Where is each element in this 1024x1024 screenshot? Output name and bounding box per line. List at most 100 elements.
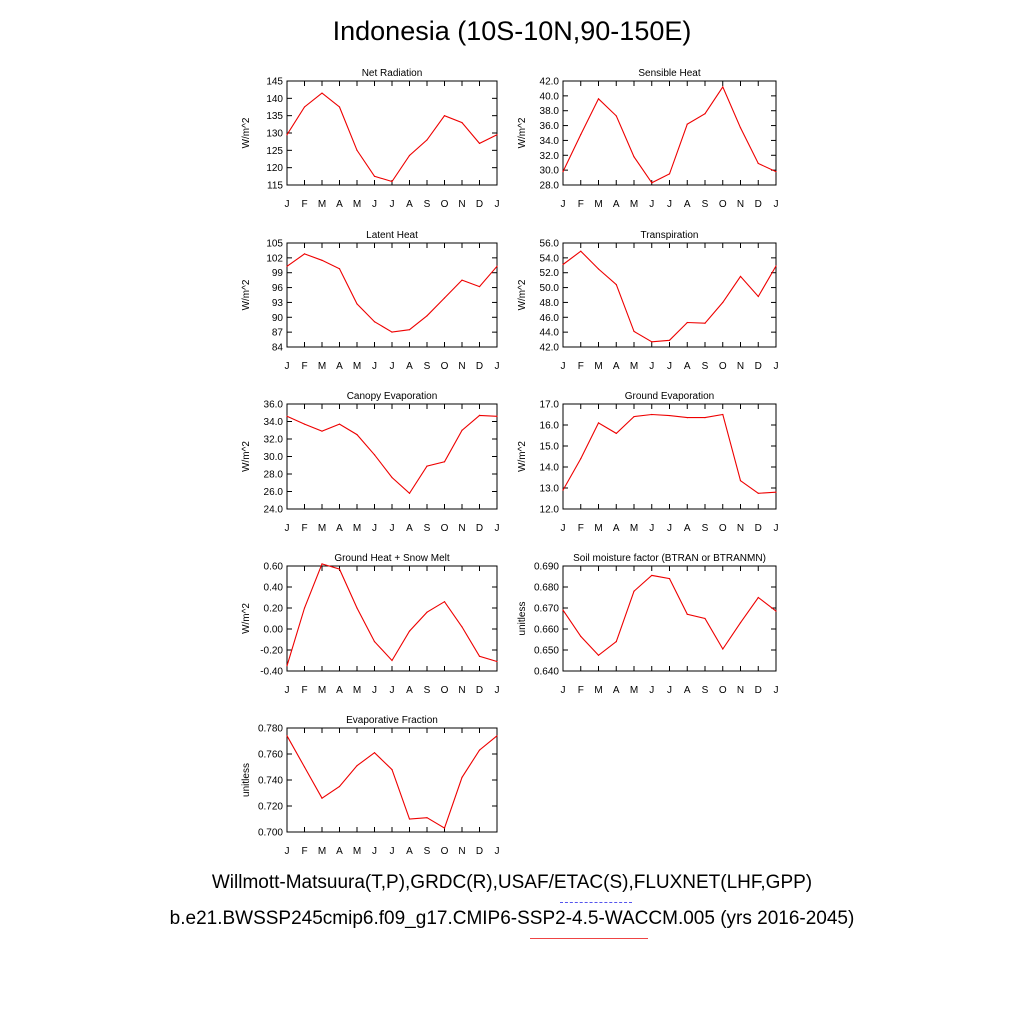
x-tick-label: A (684, 523, 691, 534)
data-point (373, 454, 376, 456)
y-axis-label: W/m^2 (517, 441, 528, 472)
y-tick-label: 16.0 (540, 421, 560, 432)
data-point (668, 339, 671, 341)
x-tick-label: J (390, 199, 395, 210)
data-point (478, 142, 481, 144)
data-point (580, 250, 582, 252)
data-point (562, 489, 564, 491)
y-tick-label: 96 (272, 283, 284, 294)
x-tick-label: J (649, 361, 654, 372)
y-tick-label: 36.0 (540, 121, 560, 132)
y-tick-label: 38.0 (540, 106, 560, 117)
x-tick-label: D (476, 523, 483, 534)
plot-frame (562, 403, 777, 510)
data-point (757, 596, 759, 599)
legend-model-swatch (530, 938, 648, 939)
panel-title: Transpiration (641, 230, 699, 241)
y-tick-label: 17.0 (540, 400, 560, 411)
y-tick-label: 0.740 (258, 776, 283, 787)
data-point (391, 180, 393, 183)
y-tick-label: 115 (267, 181, 283, 192)
x-tick-label: J (390, 846, 395, 857)
x-tick-label: O (441, 199, 449, 210)
x-tick-label: S (424, 199, 431, 210)
plot-frame (286, 565, 498, 672)
x-tick-label: N (737, 523, 744, 534)
data-point (338, 785, 341, 788)
y-tick-label: 0.760 (258, 750, 283, 761)
y-axis-label: W/m^2 (517, 279, 528, 310)
page-title: Indonesia (10S-10N,90-150E) (332, 16, 692, 46)
x-tick-label: J (561, 199, 566, 210)
data-point (338, 568, 341, 570)
x-tick-label: O (719, 361, 727, 372)
data-point (775, 491, 777, 493)
x-tick-label: J (667, 685, 672, 696)
data-point (668, 414, 671, 417)
x-tick-label: N (737, 199, 744, 210)
y-tick-label: 54.0 (540, 253, 560, 264)
data-point (739, 275, 742, 278)
data-point (496, 265, 498, 267)
panel-title: Sensible Heat (638, 68, 700, 79)
y-tick-label: 90 (272, 313, 284, 324)
x-tick-label: D (476, 199, 483, 210)
series-line (562, 250, 777, 343)
y-tick-label: 140 (266, 94, 283, 105)
y-axis-label: unitless (241, 763, 252, 797)
y-tick-label: 0.700 (258, 828, 283, 839)
y-tick-label: 102 (266, 253, 283, 264)
x-tick-label: M (353, 846, 361, 857)
data-point (461, 776, 463, 779)
x-tick-label: J (774, 361, 779, 372)
y-tick-label: 87 (272, 328, 284, 339)
y-tick-label: 44.0 (540, 328, 560, 339)
data-point (408, 329, 411, 331)
y-tick-label: 13.0 (540, 484, 560, 495)
data-point (461, 626, 463, 628)
y-tick-label: 0.720 (258, 802, 283, 813)
y-tick-label: -0.20 (260, 646, 283, 657)
x-tick-label: O (719, 685, 727, 696)
data-point (373, 175, 376, 177)
y-tick-label: 50.0 (540, 283, 560, 294)
y-tick-label: 30.0 (540, 166, 560, 177)
data-point (775, 610, 777, 612)
chart-panel-5: Canopy Evaporation W/m^2 36.0 34.0 32.0 30.0 2… (241, 391, 500, 534)
x-tick-label: M (594, 523, 602, 534)
data-point (338, 268, 341, 270)
x-tick-label: M (353, 685, 361, 696)
data-point (496, 134, 498, 136)
x-tick-label: J (285, 361, 290, 372)
data-point (391, 769, 393, 771)
x-tick-label: J (495, 523, 500, 534)
data-point (580, 133, 582, 136)
x-tick-label: M (353, 361, 361, 372)
data-point (443, 461, 446, 463)
data-point (303, 423, 306, 425)
y-tick-label: 26.0 (264, 487, 284, 498)
x-tick-label: F (578, 361, 584, 372)
data-point (356, 607, 358, 609)
data-point (615, 115, 617, 117)
data-point (373, 321, 376, 323)
data-point (478, 414, 481, 416)
data-point (286, 735, 288, 737)
x-tick-label: J (372, 685, 377, 696)
data-point (580, 458, 582, 460)
y-axis-label: unitless (517, 602, 528, 636)
data-point (408, 630, 411, 632)
x-tick-label: J (649, 685, 654, 696)
y-tick-label: 0.40 (264, 583, 284, 594)
y-axis-label: W/m^2 (241, 117, 252, 148)
x-tick-label: A (613, 523, 620, 534)
data-point (373, 641, 376, 643)
panel-title: Ground Heat + Snow Melt (334, 553, 450, 564)
data-point (757, 162, 759, 165)
data-point (408, 492, 411, 494)
x-tick-label: S (702, 361, 709, 372)
y-tick-label: 40.0 (540, 91, 560, 102)
x-tick-label: J (649, 199, 654, 210)
